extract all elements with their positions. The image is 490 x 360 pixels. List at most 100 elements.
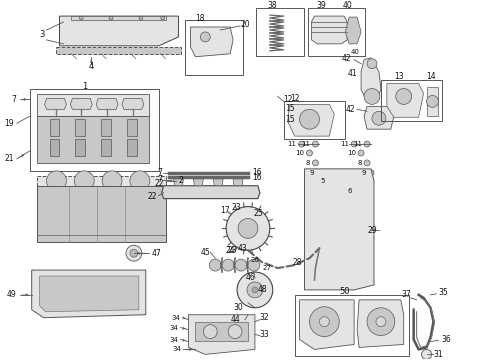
Circle shape <box>226 207 270 250</box>
Polygon shape <box>101 139 111 156</box>
Text: 12: 12 <box>290 94 299 103</box>
Text: 3: 3 <box>39 31 44 40</box>
Polygon shape <box>189 315 255 354</box>
Polygon shape <box>49 119 59 136</box>
Text: 40: 40 <box>343 1 352 10</box>
Circle shape <box>368 170 374 176</box>
Text: 23: 23 <box>227 246 237 255</box>
Circle shape <box>109 16 113 20</box>
Text: 1: 1 <box>82 82 87 91</box>
Text: 11: 11 <box>353 141 362 147</box>
Text: 23: 23 <box>231 203 241 212</box>
Circle shape <box>372 111 386 125</box>
Polygon shape <box>37 94 149 116</box>
Polygon shape <box>357 300 404 347</box>
Circle shape <box>247 282 263 298</box>
Circle shape <box>427 95 439 107</box>
Text: 43: 43 <box>237 244 247 253</box>
Text: 39: 39 <box>317 1 326 10</box>
Text: 13: 13 <box>394 72 404 81</box>
Circle shape <box>396 89 412 104</box>
Polygon shape <box>194 179 203 186</box>
Text: 49: 49 <box>7 291 17 300</box>
Polygon shape <box>191 27 233 57</box>
Circle shape <box>317 170 322 176</box>
Text: 36: 36 <box>441 335 451 344</box>
Circle shape <box>252 287 258 293</box>
Polygon shape <box>40 276 139 312</box>
Polygon shape <box>127 119 137 136</box>
Circle shape <box>326 178 332 184</box>
Polygon shape <box>427 86 439 116</box>
Polygon shape <box>299 300 354 350</box>
Circle shape <box>126 245 142 261</box>
Circle shape <box>130 249 138 257</box>
Polygon shape <box>162 186 260 199</box>
Polygon shape <box>59 16 178 46</box>
Polygon shape <box>45 98 67 109</box>
Polygon shape <box>72 16 166 20</box>
Polygon shape <box>364 106 394 129</box>
Text: 35: 35 <box>439 288 448 297</box>
Circle shape <box>421 350 432 359</box>
Circle shape <box>364 141 370 147</box>
Polygon shape <box>345 17 361 44</box>
Text: 8: 8 <box>358 160 362 166</box>
Circle shape <box>307 150 313 156</box>
Polygon shape <box>387 84 423 117</box>
Text: 25: 25 <box>253 209 263 218</box>
Circle shape <box>358 150 364 156</box>
Polygon shape <box>32 270 146 318</box>
Text: 34: 34 <box>172 315 180 321</box>
Polygon shape <box>233 179 243 186</box>
Text: 8: 8 <box>306 160 311 166</box>
Circle shape <box>74 171 94 191</box>
Text: 47: 47 <box>152 249 162 258</box>
Text: 37: 37 <box>401 291 411 300</box>
Circle shape <box>130 171 150 191</box>
Text: 11: 11 <box>301 141 311 147</box>
Circle shape <box>319 317 329 327</box>
Polygon shape <box>71 98 92 109</box>
Text: 15: 15 <box>285 115 294 124</box>
Polygon shape <box>122 98 144 109</box>
Text: 14: 14 <box>426 72 435 81</box>
Text: 5: 5 <box>320 178 324 184</box>
Text: 34: 34 <box>170 337 178 342</box>
Circle shape <box>298 141 304 147</box>
Text: 9: 9 <box>362 170 366 176</box>
Text: 22: 22 <box>147 192 157 201</box>
Text: 7: 7 <box>158 168 163 177</box>
Circle shape <box>299 109 319 129</box>
Text: 28: 28 <box>293 258 302 267</box>
Bar <box>308 8 365 56</box>
Circle shape <box>203 325 217 338</box>
Polygon shape <box>37 186 166 242</box>
Polygon shape <box>37 176 166 186</box>
Circle shape <box>310 307 339 337</box>
Bar <box>294 295 409 356</box>
Text: 44: 44 <box>230 315 240 324</box>
Text: 48: 48 <box>258 285 268 294</box>
Circle shape <box>313 141 318 147</box>
Text: 42: 42 <box>342 54 351 63</box>
Text: 15: 15 <box>285 104 294 113</box>
Circle shape <box>248 259 260 271</box>
Text: 17: 17 <box>220 206 230 215</box>
Text: 46: 46 <box>245 274 255 283</box>
Text: 7: 7 <box>11 95 16 104</box>
Circle shape <box>367 59 377 69</box>
Polygon shape <box>312 16 347 44</box>
Text: 38: 38 <box>267 1 276 10</box>
Polygon shape <box>213 179 223 186</box>
Bar <box>284 102 345 139</box>
Polygon shape <box>101 119 111 136</box>
Circle shape <box>354 188 360 194</box>
Text: 19: 19 <box>4 119 14 128</box>
Text: 20: 20 <box>240 19 250 28</box>
Text: 27: 27 <box>263 265 272 271</box>
Polygon shape <box>288 104 334 136</box>
Text: 31: 31 <box>434 350 443 359</box>
Text: 24: 24 <box>225 246 235 255</box>
Text: 11: 11 <box>340 141 349 147</box>
